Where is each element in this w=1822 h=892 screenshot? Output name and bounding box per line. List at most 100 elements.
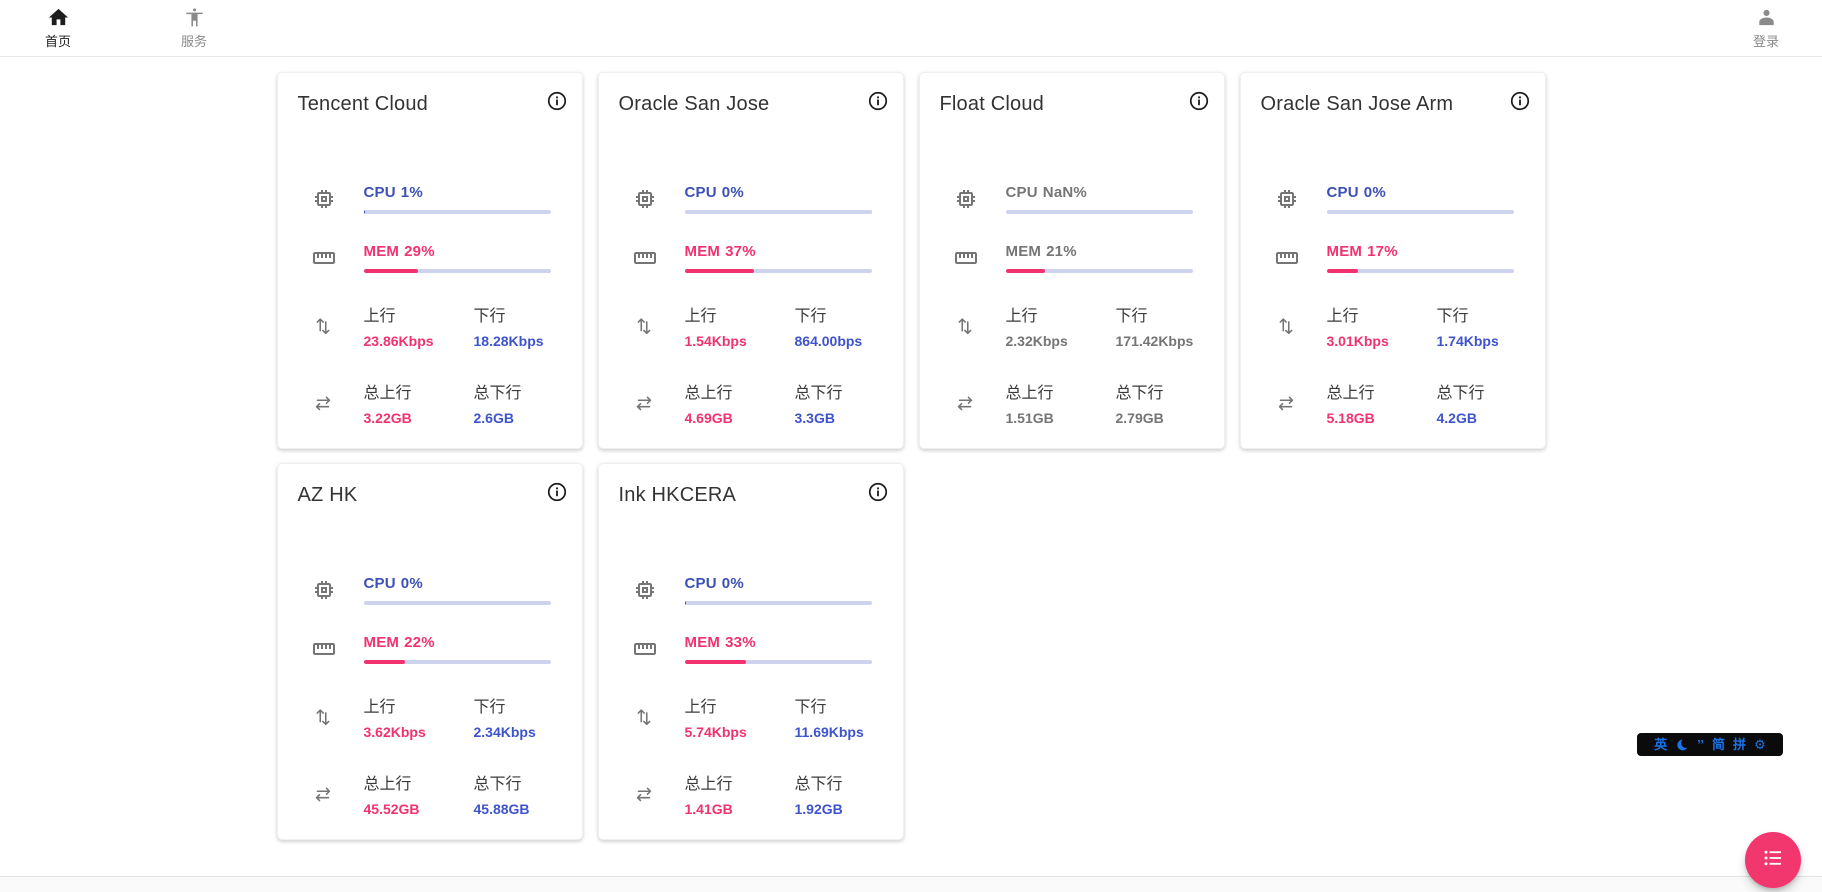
info-icon[interactable] xyxy=(867,481,889,503)
total-upload-value: 45.52GB xyxy=(363,801,420,817)
total-download-value: 45.88GB xyxy=(473,801,530,817)
total-upload-value: 5.18GB xyxy=(1326,410,1375,426)
download-value: 2.34Kbps xyxy=(473,724,536,740)
total-upload-label: 总上行 xyxy=(684,385,733,402)
info-icon[interactable] xyxy=(546,90,568,112)
list-icon xyxy=(1761,846,1785,875)
mem-bar-track xyxy=(363,269,551,273)
cpu-bar-track xyxy=(684,601,872,605)
total-upload-value: 1.41GB xyxy=(684,801,733,817)
upload-label: 上行 xyxy=(1326,308,1359,325)
up-down-arrows-icon xyxy=(633,706,657,728)
services-person-icon xyxy=(183,6,206,29)
ime-english-toggle[interactable]: 英 xyxy=(1654,737,1668,752)
cpu-row: CPU NaN% xyxy=(940,184,1204,214)
total-upload-label: 总上行 xyxy=(363,385,412,402)
left-right-arrows-icon xyxy=(954,392,978,414)
info-icon[interactable] xyxy=(546,481,568,503)
total-upload-stat: 总上行 1.51GB xyxy=(1006,379,1116,426)
mem-row: MEM 17% xyxy=(1261,243,1525,273)
upload-value: 1.54Kbps xyxy=(684,333,747,349)
memory-ruler-icon xyxy=(312,637,336,661)
ime-punctuation-toggle[interactable]: ’’ xyxy=(1697,737,1705,752)
nav-login-button[interactable]: 登录 xyxy=(1736,0,1796,56)
moon-icon[interactable] xyxy=(1675,738,1689,752)
server-cards-grid: Tencent Cloud CPU 1% xyxy=(276,72,1546,840)
server-list-fab[interactable] xyxy=(1745,832,1801,888)
cpu-chip-icon xyxy=(312,187,336,211)
network-row: 上行 3.01Kbps 下行 1.74Kbps xyxy=(1261,302,1525,349)
total-download-value: 4.2GB xyxy=(1436,410,1477,426)
ime-pinyin-toggle[interactable]: 拼 xyxy=(1733,737,1747,752)
upload-label: 上行 xyxy=(684,699,717,716)
server-card: Oracle San Jose Arm CPU 0% xyxy=(1239,72,1546,449)
mem-label: MEM 22% xyxy=(363,634,435,651)
server-name: Oracle San Jose xyxy=(618,93,770,115)
download-stat: 下行 18.28Kbps xyxy=(474,302,584,349)
server-name: Oracle San Jose Arm xyxy=(1260,93,1454,115)
network-row: 上行 3.62Kbps 下行 2.34Kbps xyxy=(298,693,562,740)
total-download-stat: 总下行 1.92GB xyxy=(795,770,905,817)
cpu-label: CPU 0% xyxy=(684,575,744,592)
cpu-bar-fill xyxy=(684,601,687,605)
nav-services-label: 服务 xyxy=(180,34,207,49)
total-upload-label: 总上行 xyxy=(684,776,733,793)
nav-home-button[interactable]: 首页 xyxy=(28,0,88,56)
totals-row: 总上行 5.18GB 总下行 4.2GB xyxy=(1261,379,1525,426)
cpu-chip-icon xyxy=(1275,187,1299,211)
up-down-arrows-icon xyxy=(1275,315,1299,337)
server-card: AZ HK CPU 0% xyxy=(276,463,583,840)
top-nav: 首页 服务 登录 xyxy=(0,0,1822,57)
mem-label: MEM 33% xyxy=(684,634,756,651)
server-card: Float Cloud CPU NaN% xyxy=(918,72,1225,449)
total-download-label: 总下行 xyxy=(473,776,522,793)
cpu-row: CPU 0% xyxy=(1261,184,1525,214)
total-download-value: 2.6GB xyxy=(473,410,514,426)
cpu-bar-track xyxy=(363,601,551,605)
cpu-chip-icon xyxy=(312,578,336,602)
network-row: 上行 2.32Kbps 下行 171.42Kbps xyxy=(940,302,1204,349)
mem-bar-fill xyxy=(363,660,405,664)
total-upload-label: 总上行 xyxy=(1005,385,1054,402)
nav-home-label: 首页 xyxy=(44,34,71,49)
cpu-label: CPU NaN% xyxy=(1005,184,1087,201)
upload-value: 3.01Kbps xyxy=(1326,333,1389,349)
up-down-arrows-icon xyxy=(312,706,336,728)
totals-row: 总上行 1.51GB 总下行 2.79GB xyxy=(940,379,1204,426)
left-right-arrows-icon xyxy=(633,783,657,805)
cpu-row: CPU 1% xyxy=(298,184,562,214)
mem-label: MEM 29% xyxy=(363,243,435,260)
upload-value: 3.62Kbps xyxy=(363,724,426,740)
download-value: 864.00bps xyxy=(794,333,863,349)
cpu-chip-icon xyxy=(954,187,978,211)
total-download-stat: 总下行 3.3GB xyxy=(795,379,905,426)
info-icon[interactable] xyxy=(867,90,889,112)
total-upload-label: 总上行 xyxy=(363,776,412,793)
info-icon[interactable] xyxy=(1188,90,1210,112)
ime-simplified-toggle[interactable]: 简 xyxy=(1712,737,1726,752)
download-label: 下行 xyxy=(1436,308,1469,325)
nav-services-button[interactable]: 服务 xyxy=(164,0,224,56)
cpu-row: CPU 0% xyxy=(619,575,883,605)
network-row: 上行 23.86Kbps 下行 18.28Kbps xyxy=(298,302,562,349)
server-card: Oracle San Jose CPU 0% xyxy=(597,72,905,449)
upload-stat: 上行 3.62Kbps xyxy=(364,693,474,740)
total-download-label: 总下行 xyxy=(794,776,843,793)
totals-row: 总上行 1.41GB 总下行 1.92GB xyxy=(619,770,883,817)
total-download-label: 总下行 xyxy=(1436,385,1485,402)
cpu-label: CPU 0% xyxy=(1326,184,1386,201)
nav-login-label: 登录 xyxy=(1752,34,1779,49)
mem-bar-track xyxy=(363,660,551,664)
mem-label: MEM 21% xyxy=(1005,243,1077,260)
mem-bar-fill xyxy=(1005,269,1045,273)
cpu-bar-fill xyxy=(363,210,366,214)
server-card: Ink HKCERA CPU 0% xyxy=(597,463,904,840)
total-download-stat: 总下行 4.2GB xyxy=(1437,379,1547,426)
gear-icon[interactable]: ⚙ xyxy=(1754,737,1766,752)
totals-row: 总上行 45.52GB 总下行 45.88GB xyxy=(298,770,562,817)
upload-value: 2.32Kbps xyxy=(1005,333,1068,349)
total-download-label: 总下行 xyxy=(794,385,843,402)
info-icon[interactable] xyxy=(1509,90,1531,112)
home-icon xyxy=(47,6,70,29)
upload-label: 上行 xyxy=(684,308,717,325)
